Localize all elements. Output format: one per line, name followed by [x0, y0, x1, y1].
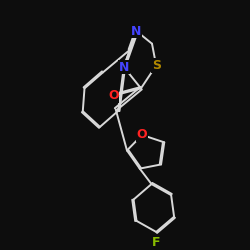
Text: N: N	[131, 25, 142, 38]
Text: O: O	[108, 89, 118, 102]
Text: N: N	[118, 60, 129, 74]
Text: F: F	[152, 236, 160, 250]
Text: S: S	[152, 59, 161, 72]
Text: O: O	[137, 128, 147, 141]
